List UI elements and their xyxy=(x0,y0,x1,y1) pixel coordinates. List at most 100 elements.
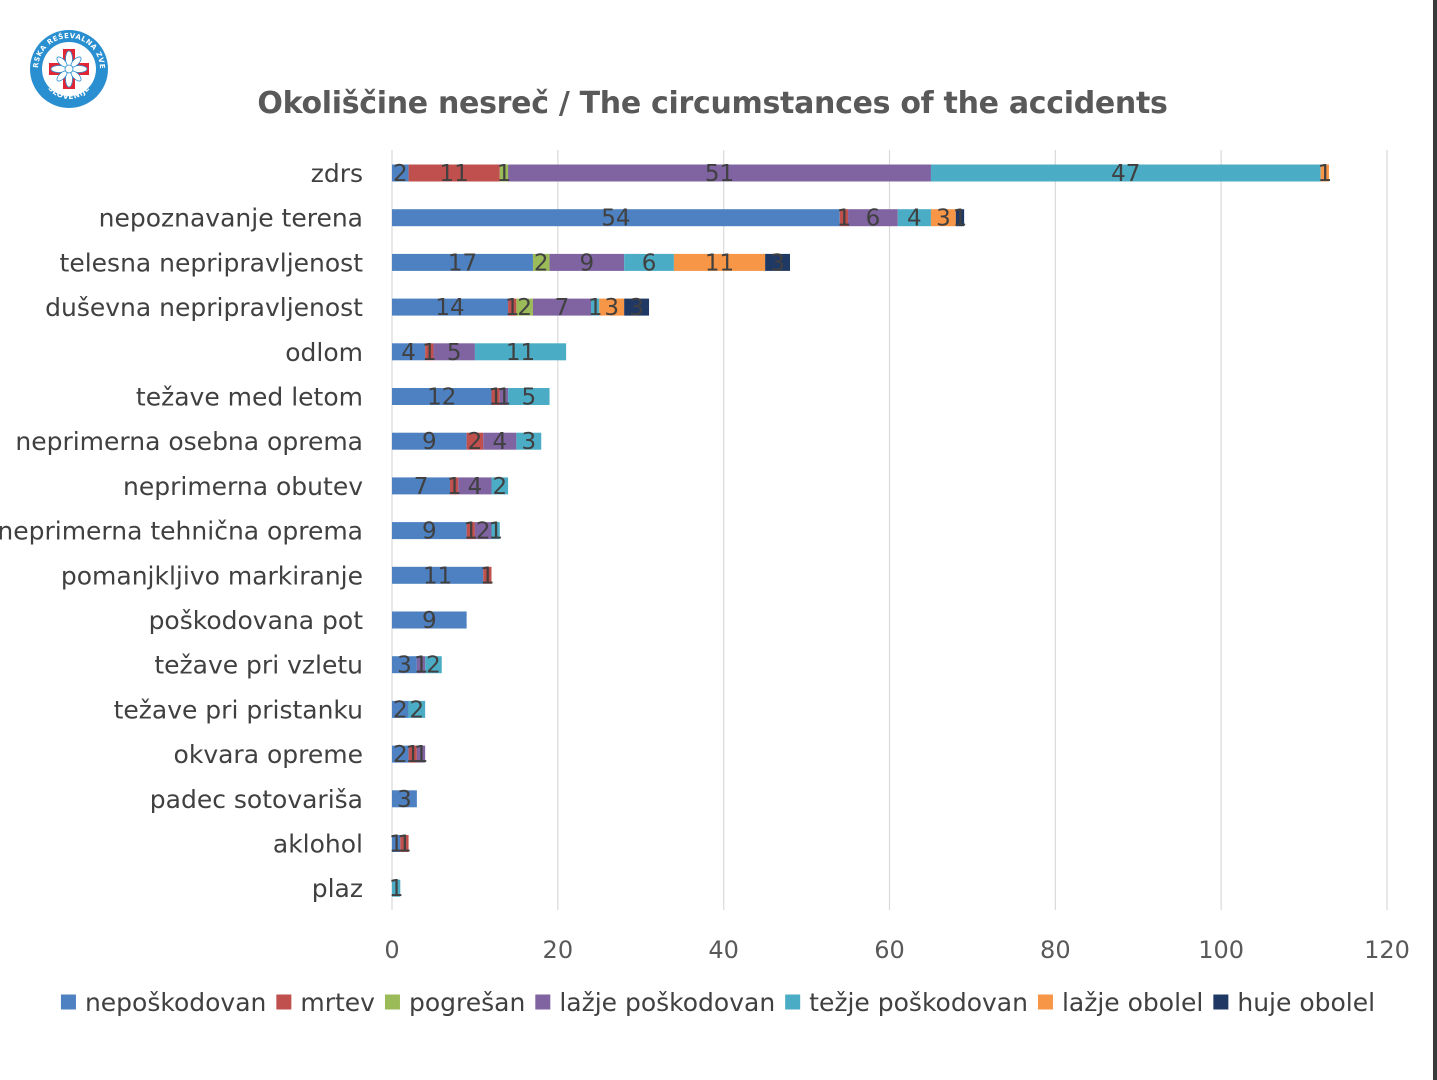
data-label: 1 xyxy=(497,385,512,411)
legend-label: lažje obolel xyxy=(1062,988,1203,1017)
data-label: 1 xyxy=(397,832,412,858)
bar-segment xyxy=(474,522,492,540)
data-label: 1 xyxy=(414,653,429,679)
bar-segment xyxy=(392,745,409,763)
bar-segment xyxy=(392,477,451,495)
category-label: težave pri pristanku xyxy=(114,695,363,724)
bar-segment xyxy=(532,298,591,316)
category-label: padec sotovariša xyxy=(150,785,363,814)
bar-segment xyxy=(466,432,484,450)
data-label: 4 xyxy=(907,206,922,232)
bar-segment xyxy=(408,164,500,182)
data-label: 2 xyxy=(393,742,408,768)
bar-segment xyxy=(425,343,434,361)
data-label: 2 xyxy=(492,474,507,500)
bar-segment xyxy=(624,298,650,316)
value-axis: 0 20 40 60 80 100 120 xyxy=(384,936,1410,964)
bar-segment xyxy=(930,164,1321,182)
grid-lines xyxy=(391,150,1388,910)
bar-segment xyxy=(673,253,766,271)
data-label: 6 xyxy=(642,250,657,276)
x-tick-label: 20 xyxy=(543,936,574,964)
data-label: 1 xyxy=(1317,161,1332,187)
bar-segment xyxy=(474,343,567,361)
bar-segment xyxy=(392,522,467,540)
bar-segment xyxy=(392,164,409,182)
data-label: 9 xyxy=(580,250,595,276)
bar-segment xyxy=(549,253,625,271)
data-label: 2 xyxy=(393,697,408,723)
bar-segment xyxy=(955,209,965,227)
x-tick-label: 80 xyxy=(1040,936,1071,964)
bar-segment xyxy=(491,388,500,405)
bar-segment xyxy=(491,522,500,540)
data-label: 2 xyxy=(534,250,549,276)
data-label: 1 xyxy=(463,519,478,545)
data-label: 2 xyxy=(410,697,425,723)
legend-swatch xyxy=(1037,994,1053,1010)
legend-swatch xyxy=(785,994,801,1010)
data-label: 1 xyxy=(505,295,520,321)
bar-segment xyxy=(450,477,459,495)
bar-segment xyxy=(499,388,509,405)
data-label: 3 xyxy=(397,787,412,813)
bar-segment xyxy=(848,209,898,227)
category-label: poškodovana pot xyxy=(149,606,364,635)
bar-segment xyxy=(408,745,417,763)
bar-segment xyxy=(416,745,426,763)
bar-segment xyxy=(483,566,492,584)
bar-segment xyxy=(392,790,417,808)
legend-label: mrtev xyxy=(300,988,375,1017)
data-label: 7 xyxy=(555,295,570,321)
legend-label: lažje poškodovan xyxy=(559,988,775,1017)
category-label: neprimerna tehnična oprema xyxy=(0,517,363,546)
data-label: 1 xyxy=(389,876,404,902)
bar-segment xyxy=(930,209,956,227)
bar-segment xyxy=(392,343,426,361)
bar-segment xyxy=(425,656,442,674)
category-label: plaz xyxy=(312,874,363,903)
data-label: 3 xyxy=(936,206,951,232)
bar-segment xyxy=(466,522,475,540)
data-label: 1 xyxy=(405,742,420,768)
legend-swatch xyxy=(384,994,400,1010)
data-label: 1 xyxy=(480,563,495,589)
bar-segment xyxy=(433,343,475,361)
x-tick-label: 40 xyxy=(708,936,739,964)
category-label: težave med letom xyxy=(136,383,363,412)
data-label: 1 xyxy=(447,474,462,500)
x-tick-label: 100 xyxy=(1198,936,1244,964)
data-label: 1 xyxy=(497,161,512,187)
data-label: 51 xyxy=(705,161,734,187)
bar-segment xyxy=(508,298,517,316)
data-label: 11 xyxy=(423,563,452,589)
bar-segment xyxy=(897,209,931,227)
data-label: 4 xyxy=(468,474,483,500)
legend-label: nepoškodovan xyxy=(85,988,266,1017)
data-label: 11 xyxy=(705,250,734,276)
bar-segment xyxy=(408,700,426,718)
category-label: nepoznavanje terena xyxy=(99,204,363,233)
data-label: 2 xyxy=(393,161,408,187)
data-label: 3 xyxy=(521,429,536,455)
bar-segment xyxy=(392,566,484,584)
bar-segment xyxy=(392,432,467,450)
data-label: 1 xyxy=(837,206,852,232)
category-label: aklohol xyxy=(273,830,363,859)
data-label: 2 xyxy=(468,429,483,455)
data-label: 7 xyxy=(414,474,429,500)
data-label: 2 xyxy=(476,519,491,545)
legend-swatch xyxy=(535,994,551,1010)
data-label: 1 xyxy=(588,295,603,321)
data-label: 2 xyxy=(426,653,441,679)
data-label: 17 xyxy=(448,250,477,276)
category-label: neprimerna osebna oprema xyxy=(15,427,363,456)
bar-segment xyxy=(499,164,509,182)
bar-segment xyxy=(416,656,426,674)
data-label: 9 xyxy=(422,608,437,634)
x-tick-label: 60 xyxy=(874,936,905,964)
data-label: 12 xyxy=(427,385,456,411)
bar-segment xyxy=(392,253,533,271)
edelweiss-icon xyxy=(50,50,88,88)
bar-segment xyxy=(516,298,533,316)
